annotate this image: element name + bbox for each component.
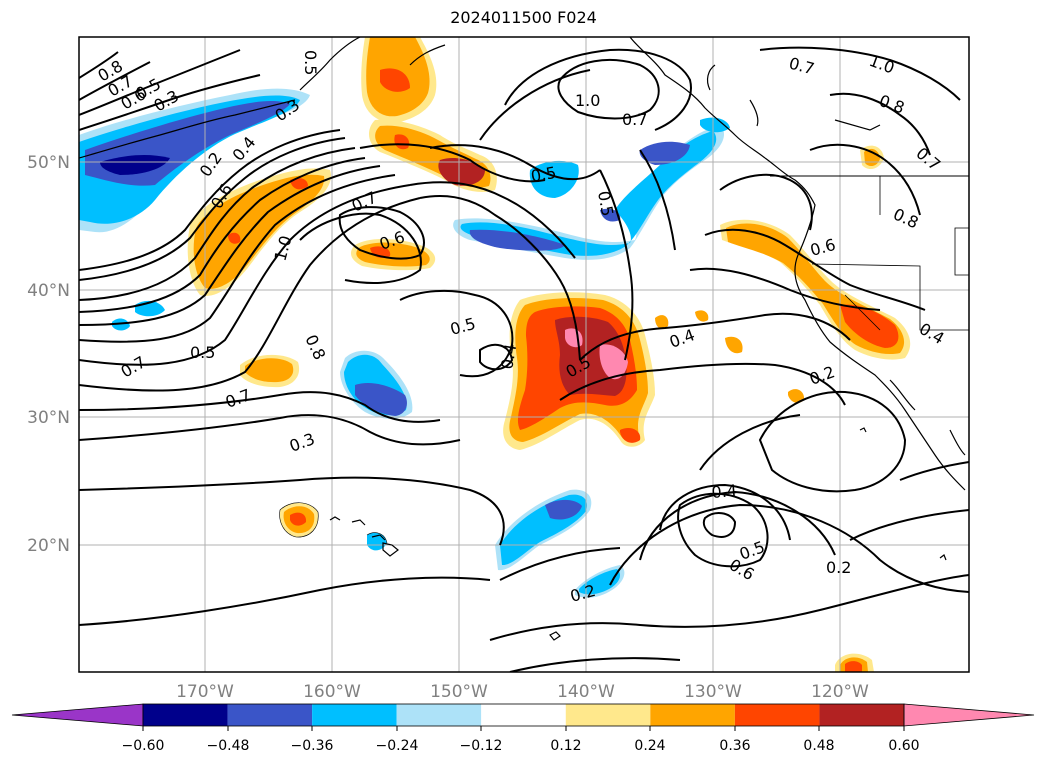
colorbar-tick-label: 0.12 [550,738,581,754]
colorbar-swatches [11,703,1035,727]
longitude-labels: 170°W 160°W 150°W 140°W 130°W 120°W [176,682,869,702]
lat-label-20n: 20°N [27,536,70,556]
shaded-anomaly-layer [79,37,911,672]
shading-outlines [279,502,388,544]
colorbar-swatch [819,704,904,726]
contour-label: 0.2 [826,558,851,577]
colorbar-tick-label: 0.24 [634,738,665,754]
lon-label-170w: 170°W [176,682,234,702]
colorbar-swatch [565,704,651,726]
colorbar: −0.60 −0.48 −0.36 −0.24 −0.12 0.12 0.24 … [11,703,1035,754]
colorbar-tick-label: 0.60 [888,738,919,754]
map-frame [78,36,970,673]
colorbar-frame [142,703,905,727]
map-title: 2024011500 F024 [450,8,597,27]
contour-label: 0.4 [711,481,738,502]
contour-label: 0.5 [529,163,557,186]
colorbar-tick-label: −0.48 [207,738,250,754]
lon-label-150w: 150°W [430,682,488,702]
lon-label-120w: 120°W [811,682,869,702]
contour-label: 0.5 [190,343,215,362]
colorbar-tick-label: 0.48 [803,738,834,754]
colorbar-swatch [481,704,566,726]
contour-label: 0.5 [594,189,617,217]
lon-label-160w: 160°W [303,682,361,702]
colorbar-swatch [143,704,228,726]
colorbar-tick-label: −0.60 [122,738,165,754]
contour-label: 0.5 [301,50,320,75]
latitude-labels: 50°N 40°N 30°N 20°N [27,153,70,556]
coastlines [79,37,969,641]
lat-label-40n: 40°N [27,281,70,301]
lat-label-50n: 50°N [27,153,70,173]
lat-label-30n: 30°N [27,408,70,428]
colorbar-swatch [312,704,397,726]
lon-label-140w: 140°W [557,682,615,702]
contour-label: 1.0 [575,91,600,110]
colorbar-ticks [142,726,905,731]
colorbar-swatch [650,704,735,726]
contour-label: 0.4 [497,342,520,370]
colorbar-extend-low [11,703,144,727]
colorbar-swatch [396,704,482,726]
colorbar-tick-label: 0.36 [719,738,750,754]
colorbar-extend-high [903,703,1035,727]
contour-label: 0.7 [622,110,647,129]
colorbar-tick-label: −0.36 [291,738,334,754]
colorbar-tick-labels: −0.60 −0.48 −0.36 −0.24 −0.12 0.12 0.24 … [122,738,920,754]
colorbar-tick-label: −0.12 [460,738,503,754]
colorbar-swatch [734,704,820,726]
contour-lines [79,46,969,672]
colorbar-tick-label: −0.24 [376,738,419,754]
colorbar-swatch [227,704,313,726]
lon-label-130w: 130°W [684,682,742,702]
